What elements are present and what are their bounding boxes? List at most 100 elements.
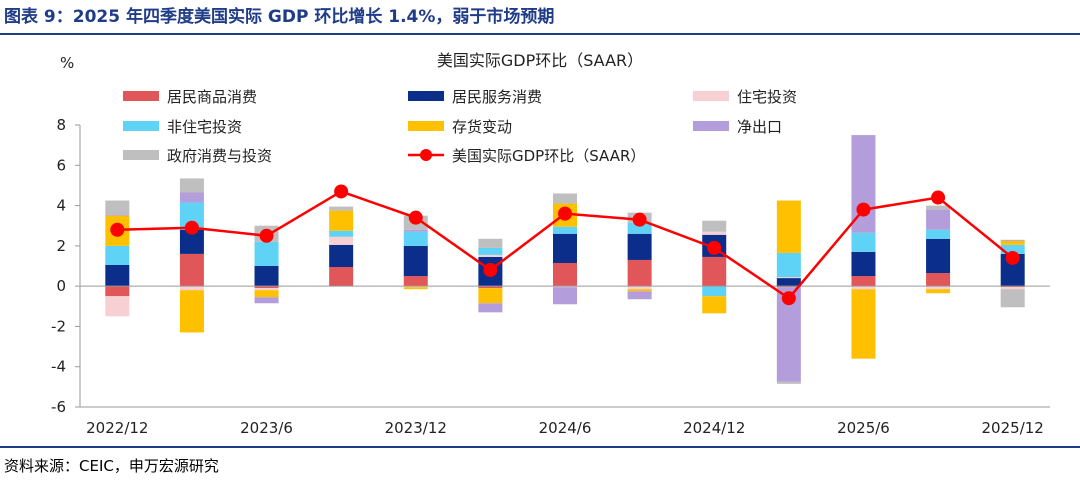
gdp-point — [558, 206, 572, 221]
gdp-point — [931, 190, 946, 205]
bar-segment — [776, 277, 801, 279]
bar-segment — [926, 273, 951, 287]
bar-segment — [1000, 240, 1025, 245]
bar-segment — [851, 289, 876, 359]
bar-segment — [776, 252, 801, 278]
legend-item: 居民商品消费 — [123, 88, 257, 106]
legend-label: 非住宅投资 — [167, 118, 242, 136]
gdp-point — [334, 184, 349, 199]
bar-segment — [1000, 286, 1025, 288]
legend-item: 住宅投资 — [693, 88, 797, 106]
bar-segment — [851, 286, 876, 290]
bar-segment — [329, 236, 354, 245]
legend-label: 政府消费与投资 — [167, 147, 272, 165]
bar-segment — [776, 200, 801, 253]
footer-divider — [0, 446, 1080, 448]
bar-segment — [179, 192, 204, 203]
bar-segment — [179, 286, 204, 291]
bar-segment — [403, 286, 428, 288]
bar-segment — [553, 286, 577, 288]
bar-segment — [403, 229, 428, 232]
legend-item: 居民服务消费 — [408, 88, 542, 106]
bar-segment — [926, 238, 951, 274]
legend-swatch — [123, 91, 159, 101]
chart-title: 美国实际GDP环比（SAAR） — [437, 51, 643, 70]
bar-segment — [702, 286, 727, 297]
bar-segment — [105, 296, 130, 317]
legend-label: 住宅投资 — [737, 88, 797, 106]
y-tick-label: -6 — [51, 398, 66, 416]
x-tick-label: 2025/12 — [982, 419, 1044, 437]
bar-segment — [627, 286, 652, 290]
x-tick-label: 2024/6 — [539, 419, 592, 437]
bar-segment — [403, 245, 428, 277]
bar-segment — [478, 238, 503, 248]
bar-segment — [179, 290, 204, 333]
legend-label: 居民商品消费 — [167, 88, 257, 106]
bar-segment — [702, 296, 727, 314]
bar-segment — [105, 214, 130, 216]
y-tick-label: 8 — [56, 116, 66, 134]
legend-label: 居民服务消费 — [452, 88, 542, 106]
x-tick-label: 2023/6 — [240, 419, 293, 437]
legend-item: 非住宅投资 — [123, 118, 242, 136]
bar-segment — [1000, 239, 1025, 241]
legend-marker — [420, 149, 432, 161]
x-tick-label: 2023/12 — [385, 419, 447, 437]
bar-segment — [851, 232, 876, 252]
bar-segment — [926, 229, 951, 239]
legend-swatch — [123, 121, 159, 131]
bar-segment — [478, 286, 503, 289]
gdp-point — [184, 220, 199, 235]
legend-item: 政府消费与投资 — [123, 147, 272, 165]
gdp-point — [483, 263, 498, 278]
gdp-point — [856, 202, 871, 217]
legend-label: 美国实际GDP环比（SAAR） — [452, 147, 645, 165]
bar-segment — [254, 266, 279, 287]
bar-segment — [254, 288, 279, 291]
bar-segment — [776, 286, 801, 288]
bar-segment — [478, 288, 503, 304]
y-axis-unit: % — [60, 54, 74, 72]
legend-label: 存货变动 — [452, 118, 512, 136]
bar-segment — [329, 230, 354, 237]
legend-label: 净出口 — [737, 118, 782, 136]
bar-segment — [627, 289, 652, 292]
y-tick-label: -2 — [51, 317, 66, 335]
bar-segment — [105, 200, 130, 215]
bar-segment — [254, 297, 279, 304]
gdp-point — [632, 212, 647, 227]
y-tick-label: -4 — [51, 358, 66, 376]
y-tick-label: 6 — [56, 156, 66, 174]
gdp-point — [781, 291, 796, 306]
gdp-point — [1005, 250, 1020, 265]
bar-segment — [478, 254, 503, 257]
bar-segment — [403, 231, 428, 246]
bar-segment — [403, 287, 428, 290]
bar-segment — [926, 205, 951, 210]
bar-segment — [702, 231, 727, 235]
legend-item: 净出口 — [693, 118, 782, 136]
bar-segment — [329, 267, 354, 287]
bar-segment — [926, 209, 951, 230]
bar-segment — [1000, 289, 1025, 308]
legend-swatch — [408, 91, 444, 101]
bar-segment — [926, 289, 951, 294]
bar-segment — [105, 245, 130, 265]
legend-swatch — [123, 150, 159, 160]
figure-title: 图表 9：2025 年四季度美国实际 GDP 环比增长 1.4%，弱于市场预期 — [4, 7, 555, 27]
bar-segment — [553, 287, 577, 305]
legend-item: 存货变动 — [408, 118, 512, 136]
bar-segment — [105, 286, 130, 297]
bar-segment — [179, 178, 204, 193]
legend-swatch — [693, 121, 729, 131]
bar-segment — [403, 276, 428, 287]
bar-segment — [553, 226, 577, 234]
bar-segment — [851, 251, 876, 277]
bar-segment — [702, 256, 727, 287]
gdp-point — [408, 210, 423, 225]
bar-segment — [329, 210, 354, 231]
y-tick-label: 0 — [56, 277, 66, 295]
